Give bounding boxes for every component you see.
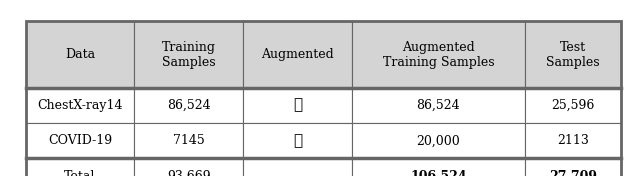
Text: 93,669: 93,669	[167, 169, 211, 176]
Text: Augmented
Training Samples: Augmented Training Samples	[383, 40, 494, 69]
Bar	[243, 21, 352, 88]
Text: Training
Samples: Training Samples	[162, 40, 216, 69]
Bar	[134, 158, 243, 176]
Bar	[352, 21, 525, 88]
Bar	[525, 88, 621, 123]
Text: 7145: 7145	[173, 134, 205, 147]
Text: Data: Data	[65, 48, 95, 61]
Bar	[26, 123, 134, 158]
Text: 25,596: 25,596	[551, 99, 595, 112]
Bar	[26, 88, 134, 123]
Text: Total: Total	[64, 169, 96, 176]
Bar	[243, 158, 352, 176]
Bar	[525, 21, 621, 88]
Text: ✓: ✓	[293, 134, 302, 148]
Bar	[26, 158, 134, 176]
Text: 20,000: 20,000	[417, 134, 460, 147]
Text: 2113: 2113	[557, 134, 589, 147]
Bar	[352, 158, 525, 176]
Text: 27,709: 27,709	[548, 169, 596, 176]
Bar	[243, 123, 352, 158]
Text: COVID-19: COVID-19	[48, 134, 112, 147]
Bar	[352, 88, 525, 123]
Bar	[134, 123, 243, 158]
Bar	[352, 123, 525, 158]
Bar	[243, 88, 352, 123]
Text: ChestX-ray14: ChestX-ray14	[37, 99, 123, 112]
Text: ✗: ✗	[293, 99, 302, 113]
Bar	[134, 88, 243, 123]
Text: 86,524: 86,524	[417, 99, 460, 112]
Text: 86,524: 86,524	[167, 99, 211, 112]
Text: Test
Samples: Test Samples	[546, 40, 600, 69]
Bar	[26, 21, 134, 88]
Bar	[525, 158, 621, 176]
Bar	[134, 21, 243, 88]
Bar	[525, 123, 621, 158]
Text: 106,524: 106,524	[410, 169, 467, 176]
Text: Augmented: Augmented	[261, 48, 334, 61]
